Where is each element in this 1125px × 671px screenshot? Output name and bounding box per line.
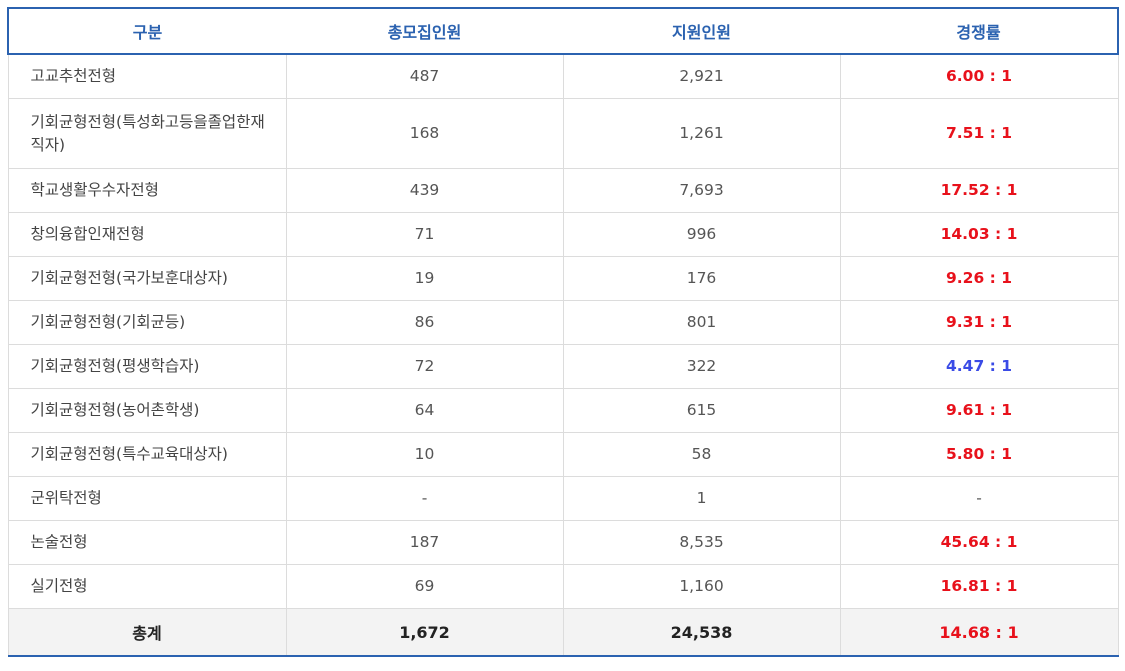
table-row: 기회균형전형(특수교육대상자) 10 58 5.80 : 1 [7,432,1119,477]
row-applicants: 322 [562,344,841,389]
row-recruits: 71 [285,212,564,257]
table-row: 군위탁전형 - 1 - [7,476,1119,521]
row-category: 학교생활우수자전형 [7,168,287,213]
competition-rate-table-container: 구분 총모집인원 지원인원 경쟁률 고교추천전형 487 2,921 6.00 … [7,7,1119,657]
table-row: 기회균형전형(농어촌학생) 64 615 9.61 : 1 [7,388,1119,433]
row-ratio: - [839,476,1119,521]
row-category: 기회균형전형(특성화고등을졸업한재직자) [7,98,287,169]
row-applicants: 176 [562,256,841,301]
row-ratio: 14.03 : 1 [839,212,1119,257]
row-recruits: 487 [285,53,564,99]
table-row: 기회균형전형(기회균등) 86 801 9.31 : 1 [7,300,1119,345]
header-row: 구분 총모집인원 지원인원 경쟁률 [7,7,1119,55]
row-applicants: 7,693 [562,168,841,213]
row-applicants: 615 [562,388,841,433]
row-applicants: 801 [562,300,841,345]
table-row: 논술전형 187 8,535 45.64 : 1 [7,520,1119,565]
header-recruits: 총모집인원 [286,7,563,55]
competition-rate-table: 구분 총모집인원 지원인원 경쟁률 고교추천전형 487 2,921 6.00 … [7,7,1119,657]
table-row: 기회균형전형(특성화고등을졸업한재직자) 168 1,261 7.51 : 1 [7,98,1119,169]
row-ratio: 5.80 : 1 [839,432,1119,477]
row-recruits: 168 [285,98,564,169]
row-ratio: 17.52 : 1 [839,168,1119,213]
row-ratio: 9.61 : 1 [839,388,1119,433]
row-ratio: 6.00 : 1 [839,53,1119,99]
table-row: 학교생활우수자전형 439 7,693 17.52 : 1 [7,168,1119,213]
row-applicants: 2,921 [562,53,841,99]
table-row: 고교추천전형 487 2,921 6.00 : 1 [7,53,1119,99]
row-applicants: 8,535 [562,520,841,565]
row-recruits: 64 [285,388,564,433]
total-row: 총계 1,672 24,538 14.68 : 1 [7,608,1119,657]
table-footer: 총계 1,672 24,538 14.68 : 1 [7,608,1119,657]
row-recruits: 439 [285,168,564,213]
row-category: 실기전형 [7,564,287,609]
table-row: 창의융합인재전형 71 996 14.03 : 1 [7,212,1119,257]
row-ratio: 4.47 : 1 [839,344,1119,389]
total-label: 총계 [7,608,287,657]
table-row: 기회균형전형(평생학습자) 72 322 4.47 : 1 [7,344,1119,389]
row-ratio: 9.26 : 1 [839,256,1119,301]
header-ratio: 경쟁률 [840,7,1119,55]
header-applicants: 지원인원 [563,7,840,55]
row-category: 기회균형전형(평생학습자) [7,344,287,389]
row-recruits: - [285,476,564,521]
row-category: 기회균형전형(국가보훈대상자) [7,256,287,301]
row-ratio: 16.81 : 1 [839,564,1119,609]
row-category: 기회균형전형(특수교육대상자) [7,432,287,477]
row-recruits: 10 [285,432,564,477]
row-recruits: 19 [285,256,564,301]
row-category: 군위탁전형 [7,476,287,521]
row-ratio: 45.64 : 1 [839,520,1119,565]
row-ratio: 9.31 : 1 [839,300,1119,345]
table-body: 고교추천전형 487 2,921 6.00 : 1 기회균형전형(특성화고등을졸… [7,53,1119,609]
row-applicants: 1 [562,476,841,521]
total-recruits: 1,672 [285,608,564,657]
table-header: 구분 총모집인원 지원인원 경쟁률 [7,7,1119,55]
row-category: 기회균형전형(농어촌학생) [7,388,287,433]
table-row: 기회균형전형(국가보훈대상자) 19 176 9.26 : 1 [7,256,1119,301]
row-recruits: 72 [285,344,564,389]
row-applicants: 996 [562,212,841,257]
row-applicants: 1,160 [562,564,841,609]
total-applicants: 24,538 [562,608,841,657]
table-row: 실기전형 69 1,160 16.81 : 1 [7,564,1119,609]
row-category: 창의융합인재전형 [7,212,287,257]
row-recruits: 86 [285,300,564,345]
total-ratio: 14.68 : 1 [839,608,1119,657]
row-recruits: 69 [285,564,564,609]
row-applicants: 58 [562,432,841,477]
row-recruits: 187 [285,520,564,565]
row-ratio: 7.51 : 1 [839,98,1119,169]
row-category: 논술전형 [7,520,287,565]
row-category: 기회균형전형(기회균등) [7,300,287,345]
row-category: 고교추천전형 [7,53,287,99]
row-applicants: 1,261 [562,98,841,169]
header-category: 구분 [7,7,286,55]
